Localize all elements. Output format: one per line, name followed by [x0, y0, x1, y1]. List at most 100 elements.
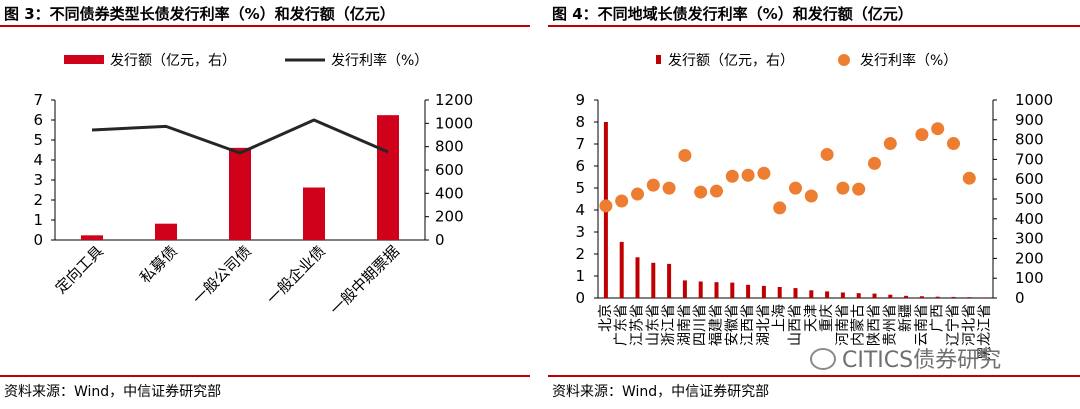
scatter-point	[883, 137, 897, 151]
watermark: CITICS债券研究	[810, 342, 1001, 374]
x-tick-label: 河北省	[961, 304, 977, 346]
bar	[872, 293, 877, 298]
y-tick-label-right: 200	[1015, 249, 1044, 267]
title-rule-left	[0, 25, 530, 27]
y-tick-label-left: 1	[33, 211, 43, 229]
legend-bar-label: 发行额（亿元，右）	[110, 53, 236, 69]
chart-left: 发行额（亿元，右） 发行利率（%） 0 1 2 3 4 5 6 7 0 200 400 600 800 100…	[33, 52, 473, 318]
bar	[619, 241, 624, 298]
y-tick-label-right: 800	[435, 138, 464, 156]
bar	[229, 147, 251, 240]
y-tick-label-right: 300	[1015, 230, 1044, 248]
scatter-point	[820, 147, 834, 161]
y-tick-label-left: 4	[575, 201, 585, 219]
chart-title-left: 图 3：不同债券类型长债发行利率（%）和发行额（亿元）	[4, 5, 395, 23]
scatter-point	[725, 169, 739, 183]
x-tick-label: 贵州省	[882, 304, 898, 346]
x-tick-label: 广东省	[614, 304, 630, 346]
y-tick-label-left: 3	[575, 223, 585, 241]
bar	[935, 296, 940, 298]
y-tick-label-right: 1000	[1015, 91, 1053, 109]
y-tick-label-right: 600	[435, 161, 464, 179]
legend-bar-swatch	[64, 55, 104, 64]
scatter-point	[836, 181, 850, 195]
y-tick-label-left: 2	[33, 191, 43, 209]
source-left: 资料来源：Wind，中信证券研究部	[4, 384, 222, 400]
bar	[840, 292, 845, 298]
x-tick-label: 云南省	[914, 304, 930, 346]
y-tick-label-left: 6	[33, 111, 43, 129]
watermark-text: CITICS债券研究	[842, 348, 1002, 373]
x-tick-label: 江苏省	[630, 304, 646, 346]
y-tick-label-right: 800	[1015, 131, 1044, 149]
bar	[793, 288, 798, 298]
bar	[635, 257, 640, 298]
x-tick-label: 定向工具	[52, 242, 107, 297]
y-tick-label-left: 5	[33, 131, 43, 149]
x-tick-label: 安徽省	[724, 304, 740, 346]
bar	[904, 295, 909, 298]
x-tick-label: 陕西省	[867, 304, 883, 346]
y-tick-label-right: 400	[1015, 210, 1044, 228]
scatter-point	[757, 166, 771, 180]
x-tick-label: 北京	[598, 304, 614, 332]
x-tick-label: 江西省	[740, 304, 756, 346]
chart-panel-left: 图 3：不同债券类型长债发行利率（%）和发行额（亿元） 发行额（亿元，右） 发行利…	[0, 0, 530, 409]
source-rule-right	[548, 375, 1080, 377]
bar	[967, 297, 972, 298]
x-tick-label: 山东省	[645, 304, 661, 346]
bar	[825, 291, 830, 298]
legend-line-label: 发行利率（%）	[331, 52, 428, 69]
scatter-point	[694, 185, 708, 199]
y-tick-label-right: 900	[1015, 111, 1044, 129]
x-tick-label: 黑龙江省	[977, 304, 993, 360]
y-tick-label-left: 5	[575, 179, 585, 197]
x-tick-label: 内蒙古	[851, 304, 867, 346]
bar	[714, 282, 719, 298]
legend-bar-label: 发行额（亿元，右）	[668, 53, 794, 69]
y-tick-label-right: 1000	[435, 114, 473, 132]
bar	[951, 296, 956, 298]
scatter-point	[804, 189, 818, 203]
bar	[777, 287, 782, 298]
y-tick-label-right: 1200	[435, 91, 473, 109]
x-tick-label: 福建省	[709, 304, 725, 346]
scatter-point	[773, 201, 787, 215]
bar	[303, 187, 325, 240]
scatter-point	[631, 187, 644, 201]
legend-scatter-label: 发行利率（%）	[860, 52, 957, 69]
x-tick-label: 辽宁省	[945, 304, 962, 346]
y-tick-label-right: 700	[1015, 150, 1044, 168]
y-tick-label-left: 6	[575, 157, 585, 175]
x-tick-label: 山西省	[788, 304, 804, 346]
x-tick-label: 四川省	[693, 304, 709, 346]
y-tick-label-right: 100	[1015, 269, 1044, 287]
x-tick-label: 一般企业债	[263, 242, 329, 308]
scatter-point	[931, 122, 945, 136]
y-tick-label-left: 0	[575, 289, 585, 307]
scatter-point	[599, 199, 613, 213]
bar	[919, 296, 924, 298]
x-tick-label: 一般中期票据	[326, 242, 402, 318]
x-tick-label: 湖南省	[677, 304, 693, 346]
y-tick-label-left: 3	[33, 171, 43, 189]
bar	[81, 235, 103, 240]
y-tick-label-left: 8	[575, 113, 585, 131]
y-tick-label-right: 600	[1015, 170, 1044, 188]
x-tick-label: 上海	[772, 304, 788, 332]
bar	[888, 294, 893, 298]
legend-scatter-swatch	[838, 54, 850, 66]
title-rule-right	[548, 25, 1080, 27]
scatter-point	[662, 181, 676, 195]
x-tick-label: 浙江省	[661, 304, 677, 346]
scatter-point	[789, 181, 802, 195]
y-tick-label-left: 0	[33, 231, 43, 249]
x-tick-label: 天津	[803, 304, 819, 332]
scatter-point	[947, 137, 960, 151]
bar	[730, 282, 735, 298]
scatter-point	[741, 168, 755, 182]
chart-title-right: 图 4：不同地域长债发行利率（%）和发行额（亿元）	[552, 5, 913, 23]
bar	[746, 284, 751, 298]
bar	[856, 293, 861, 298]
